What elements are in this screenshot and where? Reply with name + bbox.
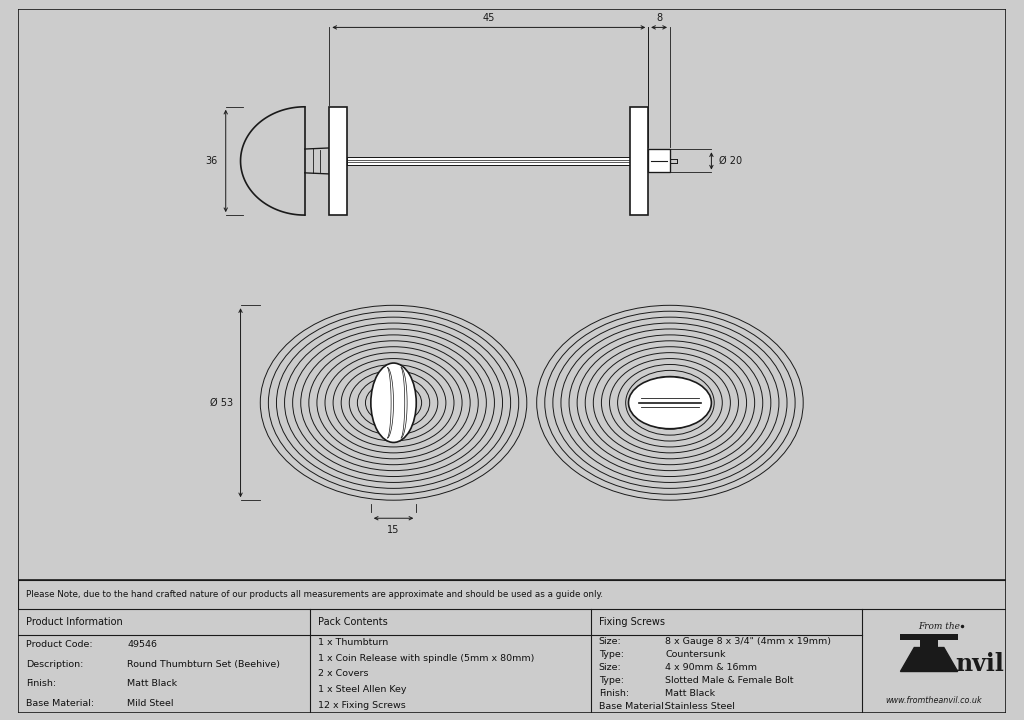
Text: Size:: Size: <box>599 637 622 646</box>
Text: 8 x Gauge 8 x 3/4" (4mm x 19mm): 8 x Gauge 8 x 3/4" (4mm x 19mm) <box>665 637 831 646</box>
Bar <box>921 639 938 647</box>
Ellipse shape <box>371 363 416 443</box>
Bar <box>18 580 1006 609</box>
Bar <box>631 107 648 215</box>
Text: Base Material:: Base Material: <box>27 698 94 708</box>
Text: 4 x 90mm & 16mm: 4 x 90mm & 16mm <box>665 663 757 672</box>
Text: 1 x Steel Allen Key: 1 x Steel Allen Key <box>317 685 407 694</box>
Text: 8: 8 <box>656 13 663 23</box>
Ellipse shape <box>629 377 712 428</box>
Text: Size:: Size: <box>599 663 622 672</box>
Text: Mild Steel: Mild Steel <box>127 698 173 708</box>
Text: www.fromtheanvil.co.uk: www.fromtheanvil.co.uk <box>886 696 982 706</box>
Text: 1 x Thumbturn: 1 x Thumbturn <box>317 638 388 647</box>
Text: Matt Black: Matt Black <box>127 679 177 688</box>
Text: Type:: Type: <box>599 676 624 685</box>
Text: Ø 20: Ø 20 <box>719 156 742 166</box>
Text: Product Information: Product Information <box>27 617 123 627</box>
Text: Countersunk: Countersunk <box>665 650 726 659</box>
Text: Base Material:: Base Material: <box>599 702 667 711</box>
Text: Type:: Type: <box>599 650 624 659</box>
Polygon shape <box>900 647 957 672</box>
Text: nvil: nvil <box>955 652 1005 675</box>
Text: 2 x Covers: 2 x Covers <box>317 670 368 678</box>
Text: 12 x Fixing Screws: 12 x Fixing Screws <box>317 701 406 709</box>
Text: 15: 15 <box>387 526 399 536</box>
Bar <box>648 149 670 173</box>
Text: Fixing Screws: Fixing Screws <box>599 617 665 627</box>
Text: Product Code:: Product Code: <box>27 640 93 649</box>
Text: From the: From the <box>918 621 959 631</box>
Text: Matt Black: Matt Black <box>665 689 715 698</box>
Text: 36: 36 <box>206 156 218 166</box>
Text: Finish:: Finish: <box>27 679 56 688</box>
Bar <box>330 107 347 215</box>
Text: Round Thumbturn Set (Beehive): Round Thumbturn Set (Beehive) <box>127 660 280 669</box>
Bar <box>347 157 631 165</box>
Text: Description:: Description: <box>27 660 84 669</box>
Text: Pack Contents: Pack Contents <box>317 617 387 627</box>
Text: 45: 45 <box>482 13 495 23</box>
Text: A: A <box>909 651 928 675</box>
Text: 1 x Coin Release with spindle (5mm x 80mm): 1 x Coin Release with spindle (5mm x 80m… <box>317 654 534 662</box>
Bar <box>900 634 957 639</box>
Text: Slotted Male & Female Bolt: Slotted Male & Female Bolt <box>665 676 794 685</box>
Text: Please Note, due to the hand crafted nature of our products all measurements are: Please Note, due to the hand crafted nat… <box>27 590 603 599</box>
Text: Finish:: Finish: <box>599 689 629 698</box>
Text: Ø 53: Ø 53 <box>210 397 232 408</box>
Text: Stainless Steel: Stainless Steel <box>665 702 735 711</box>
Text: 49546: 49546 <box>127 640 157 649</box>
